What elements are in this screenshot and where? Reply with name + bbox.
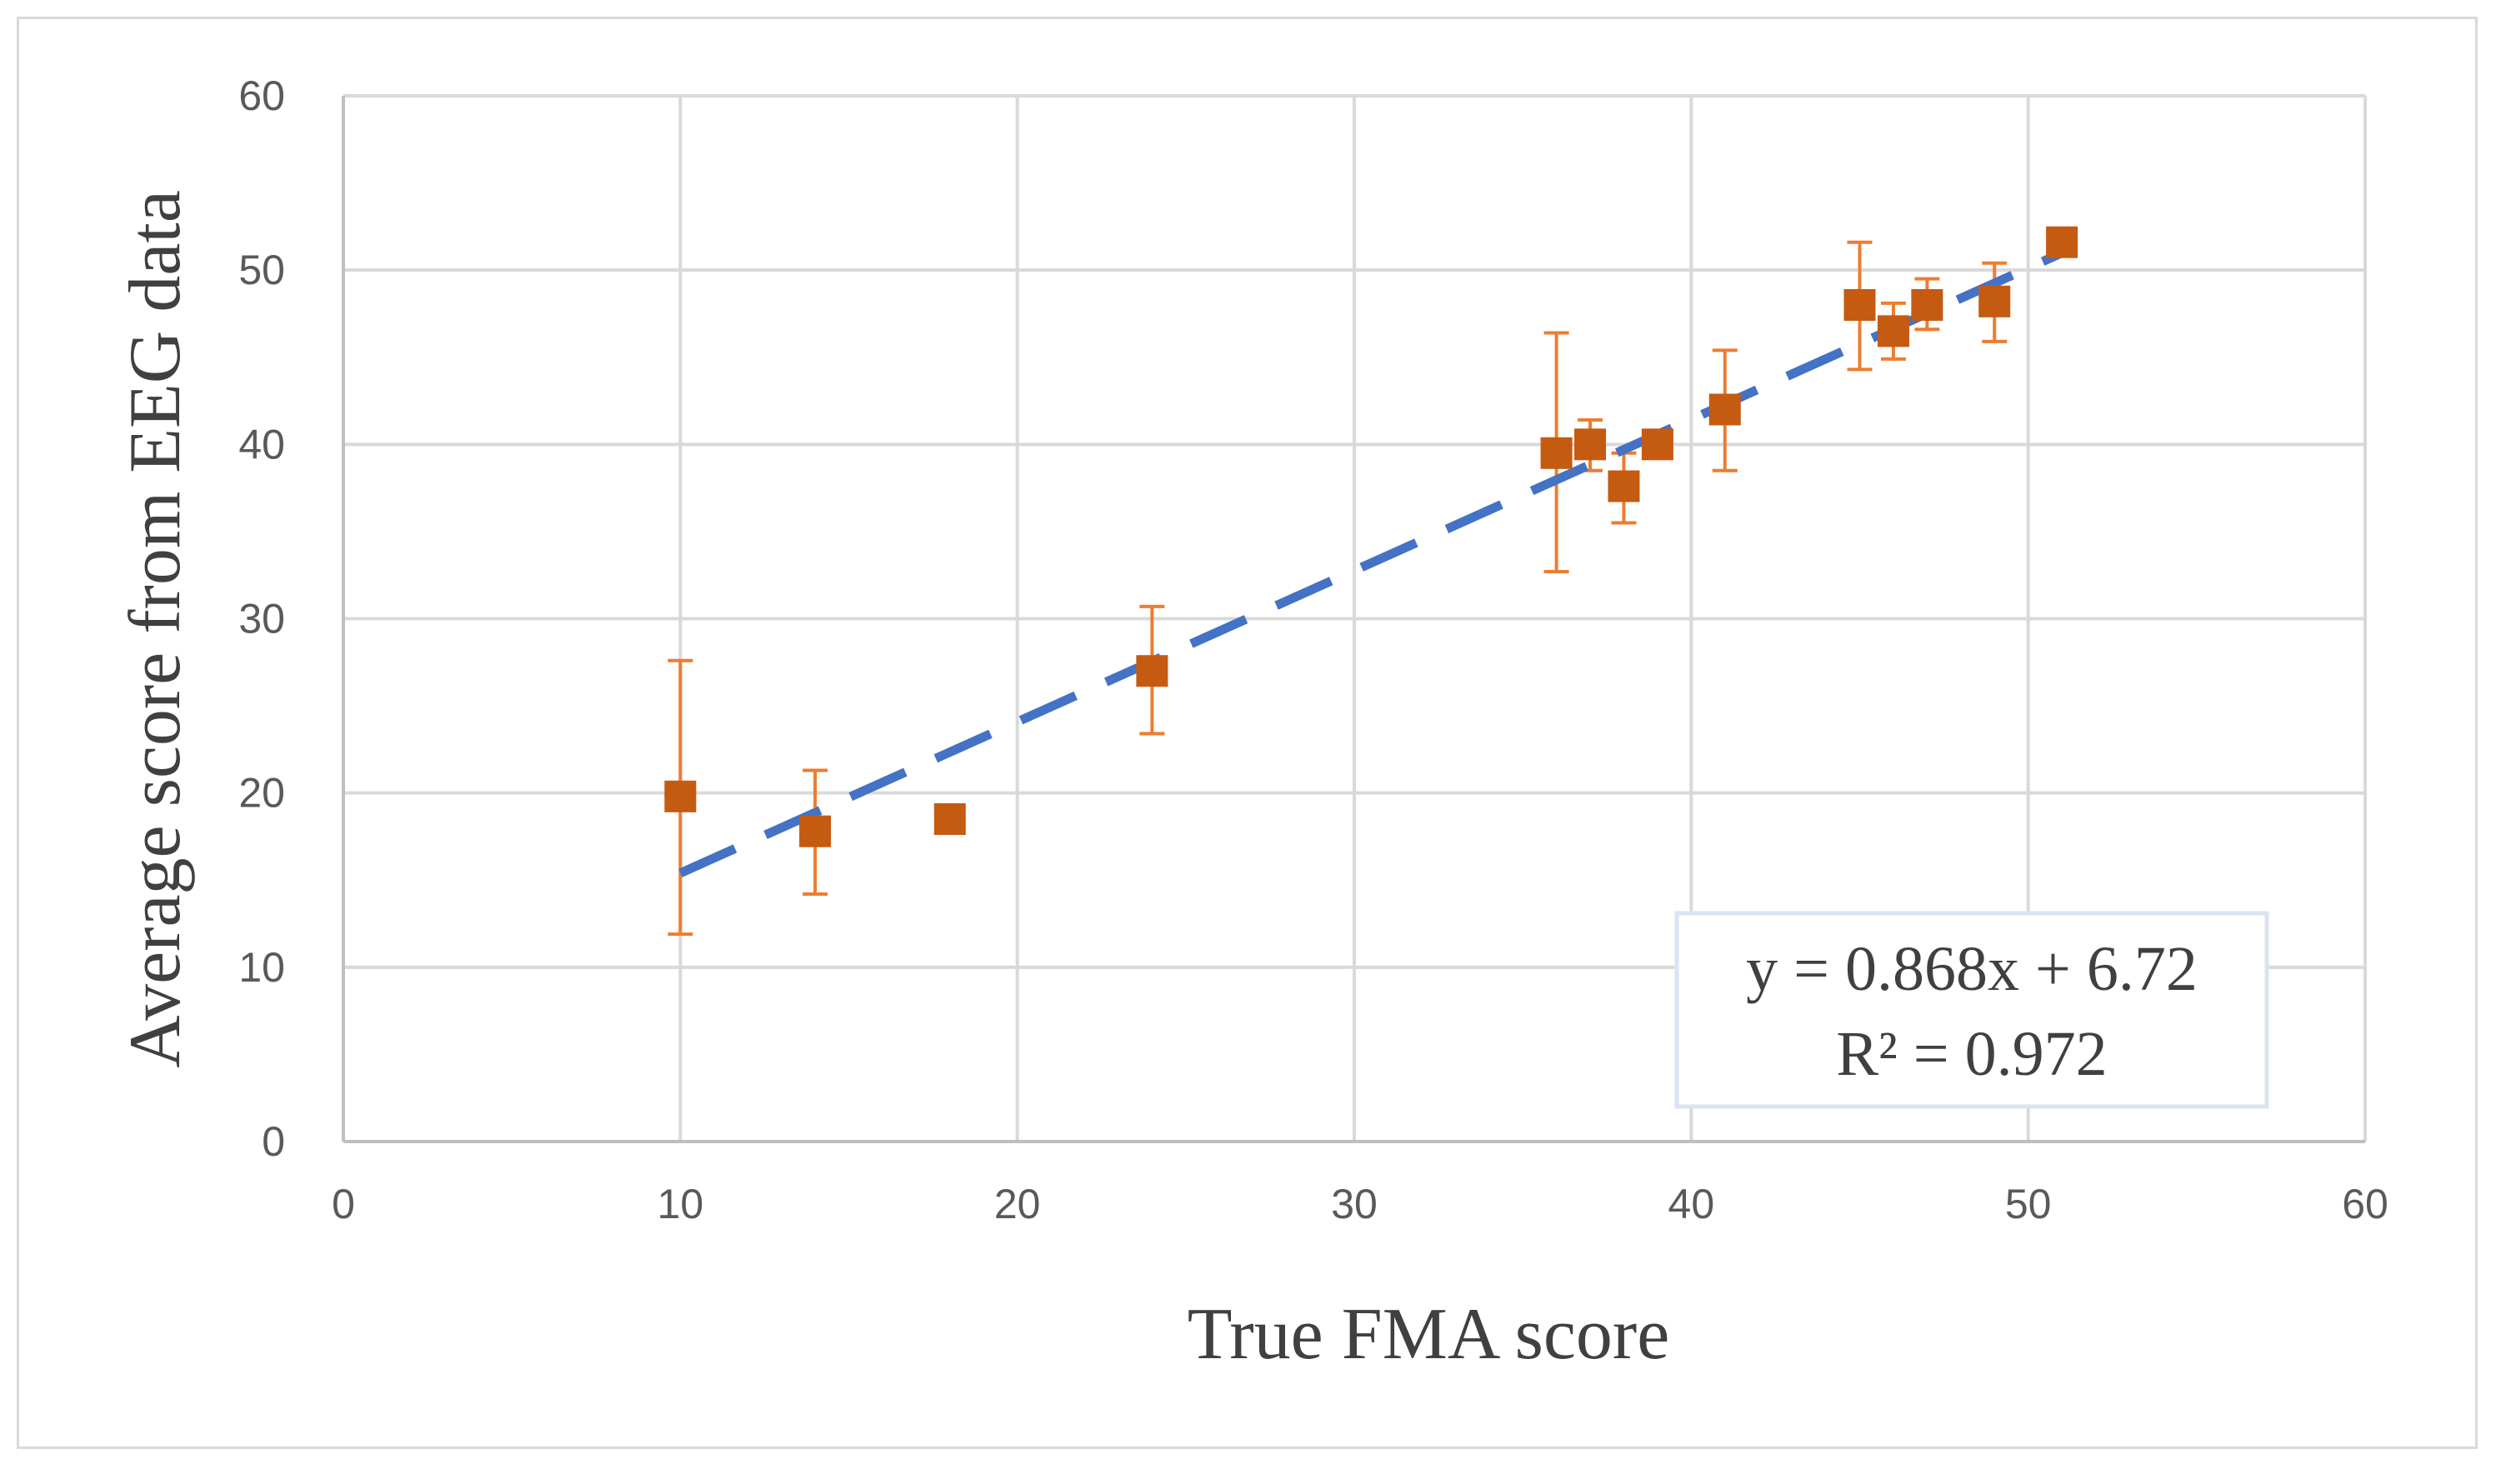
x-tick-label: 60 — [2342, 1181, 2388, 1227]
data-point-square — [1641, 428, 1673, 461]
y-tick-label: 0 — [262, 1118, 285, 1165]
x-tick-label: 0 — [332, 1181, 355, 1227]
y-tick-label: 20 — [238, 770, 285, 817]
data-point-square — [664, 780, 697, 812]
x-axis-title: True FMA score — [1188, 1294, 1670, 1375]
data-point-square — [1708, 393, 1741, 426]
data-point-square — [1978, 285, 2011, 317]
data-point-square — [1136, 655, 1168, 687]
data-point-square — [1843, 289, 1876, 321]
trendline-line — [678, 248, 2064, 877]
x-tick-label: 30 — [1331, 1181, 1378, 1227]
data-point-square — [1911, 289, 1943, 321]
data-point-square — [1540, 437, 1573, 469]
equation-box-frame — [1674, 911, 2269, 1109]
x-tick-label: 20 — [994, 1181, 1041, 1227]
data-point-square — [933, 803, 966, 836]
trendline-equation: y = 0.868x + 6.72 — [1746, 934, 2198, 1004]
data-points — [664, 226, 2078, 847]
data-point-square — [799, 815, 832, 847]
data-point-square — [1574, 428, 1607, 461]
y-tick-label: 30 — [238, 596, 285, 642]
data-point-square — [1877, 315, 1909, 347]
x-tick-label: 40 — [1668, 1181, 1715, 1227]
data-point-square — [1608, 470, 1640, 502]
error-bars — [668, 232, 2075, 937]
y-axis-title: Average score from EEG data — [115, 190, 196, 1068]
y-tick-label: 40 — [238, 421, 285, 467]
trendline-r-squared: R² = 0.972 — [1836, 1019, 2107, 1089]
trendline — [678, 248, 2064, 877]
y-tick-label: 10 — [238, 944, 285, 991]
y-tick-label: 60 — [238, 72, 285, 119]
tick-labels: 0 10 20 30 40 50 60 0 10 20 30 40 50 60 — [238, 72, 2388, 1227]
y-tick-label: 50 — [238, 247, 285, 293]
axes — [342, 96, 2365, 1143]
equation-box: y = 0.868x + 6.72 R² = 0.972 — [1674, 911, 2269, 1109]
x-tick-label: 10 — [658, 1181, 704, 1227]
data-point-square — [2046, 226, 2078, 258]
x-tick-label: 50 — [2005, 1181, 2052, 1227]
